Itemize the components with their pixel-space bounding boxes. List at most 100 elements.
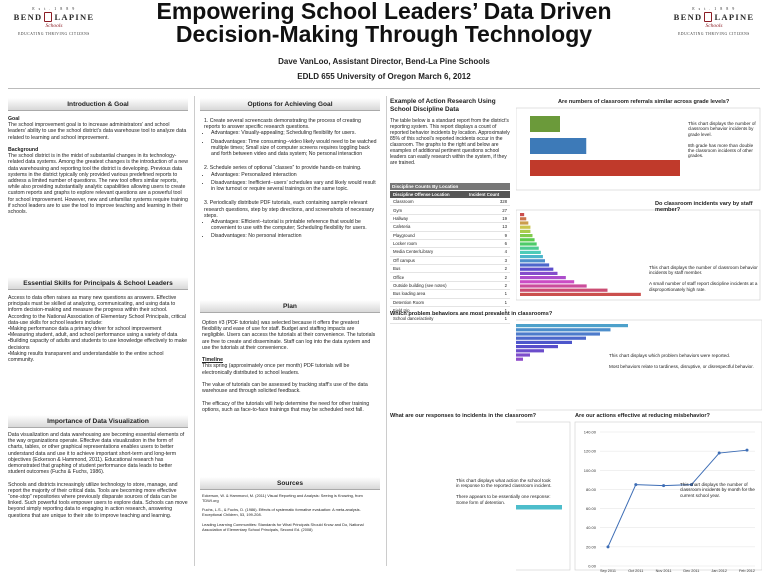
chart5-ytick: 0.00	[588, 564, 597, 569]
chart5-ytick: 80.00	[586, 487, 597, 492]
chart1-bar	[530, 138, 587, 154]
chart5-note: This chart displays the number of classr…	[680, 482, 755, 498]
table-row: Cafeteria 13	[390, 222, 510, 232]
table-row: Playground 9	[390, 231, 510, 240]
chart1-note: This chart displays the number of classr…	[688, 121, 756, 159]
example-body: The table below is a standard report fro…	[390, 118, 510, 166]
chart2-note: This chart displays the number of classr…	[649, 265, 758, 292]
table-row: Detention Room 1	[390, 298, 510, 307]
poster-title: Empowering School Leaders’ Data Driven D…	[156, 0, 612, 47]
chart3-bar	[516, 353, 530, 357]
table-cell: 2	[466, 281, 510, 291]
chart2-bar	[520, 263, 550, 267]
table-cell: Classroom	[390, 198, 467, 207]
chart2-bar	[520, 225, 531, 229]
chart3-title: Which problem behaviors are most prevale…	[390, 311, 553, 317]
chart2-bar	[520, 250, 541, 254]
chart5-ytick: 100.00	[584, 468, 597, 473]
chart5-frame	[574, 421, 762, 571]
options-body: 1. Create several screencasts demonstrat…	[204, 118, 378, 242]
chart5-ytick: 120.00	[584, 449, 597, 454]
table-header: Incident Count	[466, 191, 510, 198]
table-cell: 9	[466, 231, 510, 240]
section-heading-visualization: Importance of Data Visualization	[8, 415, 188, 428]
table-cell: 1	[466, 298, 510, 307]
logo-mark-icon	[44, 12, 53, 22]
authors: Dave VanLoo, Assistant Director, Bend-La…	[278, 57, 490, 66]
table-cell: Detention Room	[390, 298, 467, 307]
table-cell: 19	[466, 214, 510, 224]
table-header: Discipline Offense Location	[390, 191, 467, 198]
chart4-title: What are our responses to incidents in t…	[390, 413, 537, 419]
chart3-bar	[516, 332, 600, 336]
table-row: Classroom 328	[390, 198, 510, 207]
table-cell: Field trip	[390, 306, 467, 316]
chart3-note: This chart displays which problem behavi…	[609, 353, 754, 369]
chart2-bar	[520, 280, 575, 284]
chart2-bar	[520, 238, 535, 242]
chart5-point	[717, 451, 721, 455]
chart5-point	[745, 448, 749, 452]
table-caption: Discipline Counts By Location	[390, 183, 510, 190]
chart2-bar	[520, 246, 539, 250]
chart2-bar	[520, 284, 587, 288]
chart5-ytick: 60.00	[586, 506, 597, 511]
chart5-xtick: Sep 2011	[600, 569, 616, 573]
chart4-note: This chart displays what action the scho…	[456, 478, 552, 505]
chart3-bar	[516, 340, 572, 344]
table-cell: 13	[466, 222, 510, 232]
table-row: Gym 27	[390, 205, 510, 215]
table-cell: 6	[466, 239, 510, 249]
chart5-xtick: Nov 2011	[656, 569, 672, 573]
chart3-bar	[516, 324, 628, 328]
table-cell: Office	[390, 272, 467, 282]
table-cell: Hallway	[390, 214, 467, 224]
chart5-xtick: Feb 2012	[739, 569, 755, 573]
chart5-xtick: Dec 2011	[683, 569, 699, 573]
table-row: Office 2	[390, 272, 510, 282]
chart5-ytick: 40.00	[586, 525, 597, 530]
discipline-location-table: Discipline Offense Location Incident Coun…	[390, 191, 510, 324]
chart2-bar	[520, 271, 558, 275]
chart2-bar	[520, 255, 543, 259]
chart3-bar	[516, 336, 586, 340]
chart4-bar	[516, 505, 562, 510]
chart1-title: Are numbers of classroom referrals simil…	[558, 99, 730, 105]
chart5-point	[606, 545, 610, 549]
district-logo-left: E s t . 1 8 8 9 BEND LAPINE Schools EDUCA…	[13, 6, 95, 36]
chart3-bar	[516, 328, 611, 332]
chart2-bar	[520, 267, 554, 271]
table-cell: Bus loading area	[390, 289, 467, 299]
charts-area: 140.00 120.00 100.00 80.00 60.00 40.00 20.00 0.…	[516, 107, 762, 573]
chart2-bar	[520, 288, 608, 292]
table-cell: 4	[466, 247, 510, 257]
visualization-body: Data visualization and data warehousing …	[8, 432, 188, 519]
column-divider	[386, 96, 387, 566]
chart2-bar	[520, 213, 525, 217]
chart2-bar	[520, 221, 529, 225]
sources-body: Eckerson, W. & Hammond, M. (2011) Visual…	[202, 493, 364, 532]
plan-body: Option #3 (PDF tutorials) was selected b…	[202, 320, 376, 413]
table-cell: 2	[466, 272, 510, 282]
section-heading-options: Options for Achieving Goal	[200, 98, 380, 111]
venue: EDLD 655 University of Oregon March 6, 2…	[297, 72, 471, 81]
table-cell: School dance/activity	[390, 314, 467, 324]
section-heading-sources: Sources	[200, 477, 380, 490]
district-logo-right: E s t . 1 8 8 9 BEND LAPINE Schools EDUCA…	[673, 6, 755, 36]
table-row: Bus loading area 1	[390, 289, 510, 299]
chart5-point	[689, 483, 693, 487]
table-cell: Gym	[390, 205, 467, 215]
column-divider	[194, 96, 195, 566]
chart5-series-line	[607, 449, 748, 548]
logo-mark-icon	[704, 12, 713, 22]
header-divider	[8, 88, 760, 89]
chart3-bar	[516, 345, 558, 349]
table-cell: 1	[466, 289, 510, 299]
option-3: 3. Periodically distribute PDF tutorials…	[204, 200, 378, 239]
chart1-bar	[530, 116, 560, 132]
chart5-ytick: 20.00	[586, 544, 597, 549]
table-row: Field trip 1	[390, 306, 510, 316]
section-heading-skills: Essential Skills for Principals & School…	[8, 277, 188, 290]
skills-body: Access to data often raises as many new …	[8, 295, 188, 364]
table-cell: 328	[466, 198, 510, 207]
